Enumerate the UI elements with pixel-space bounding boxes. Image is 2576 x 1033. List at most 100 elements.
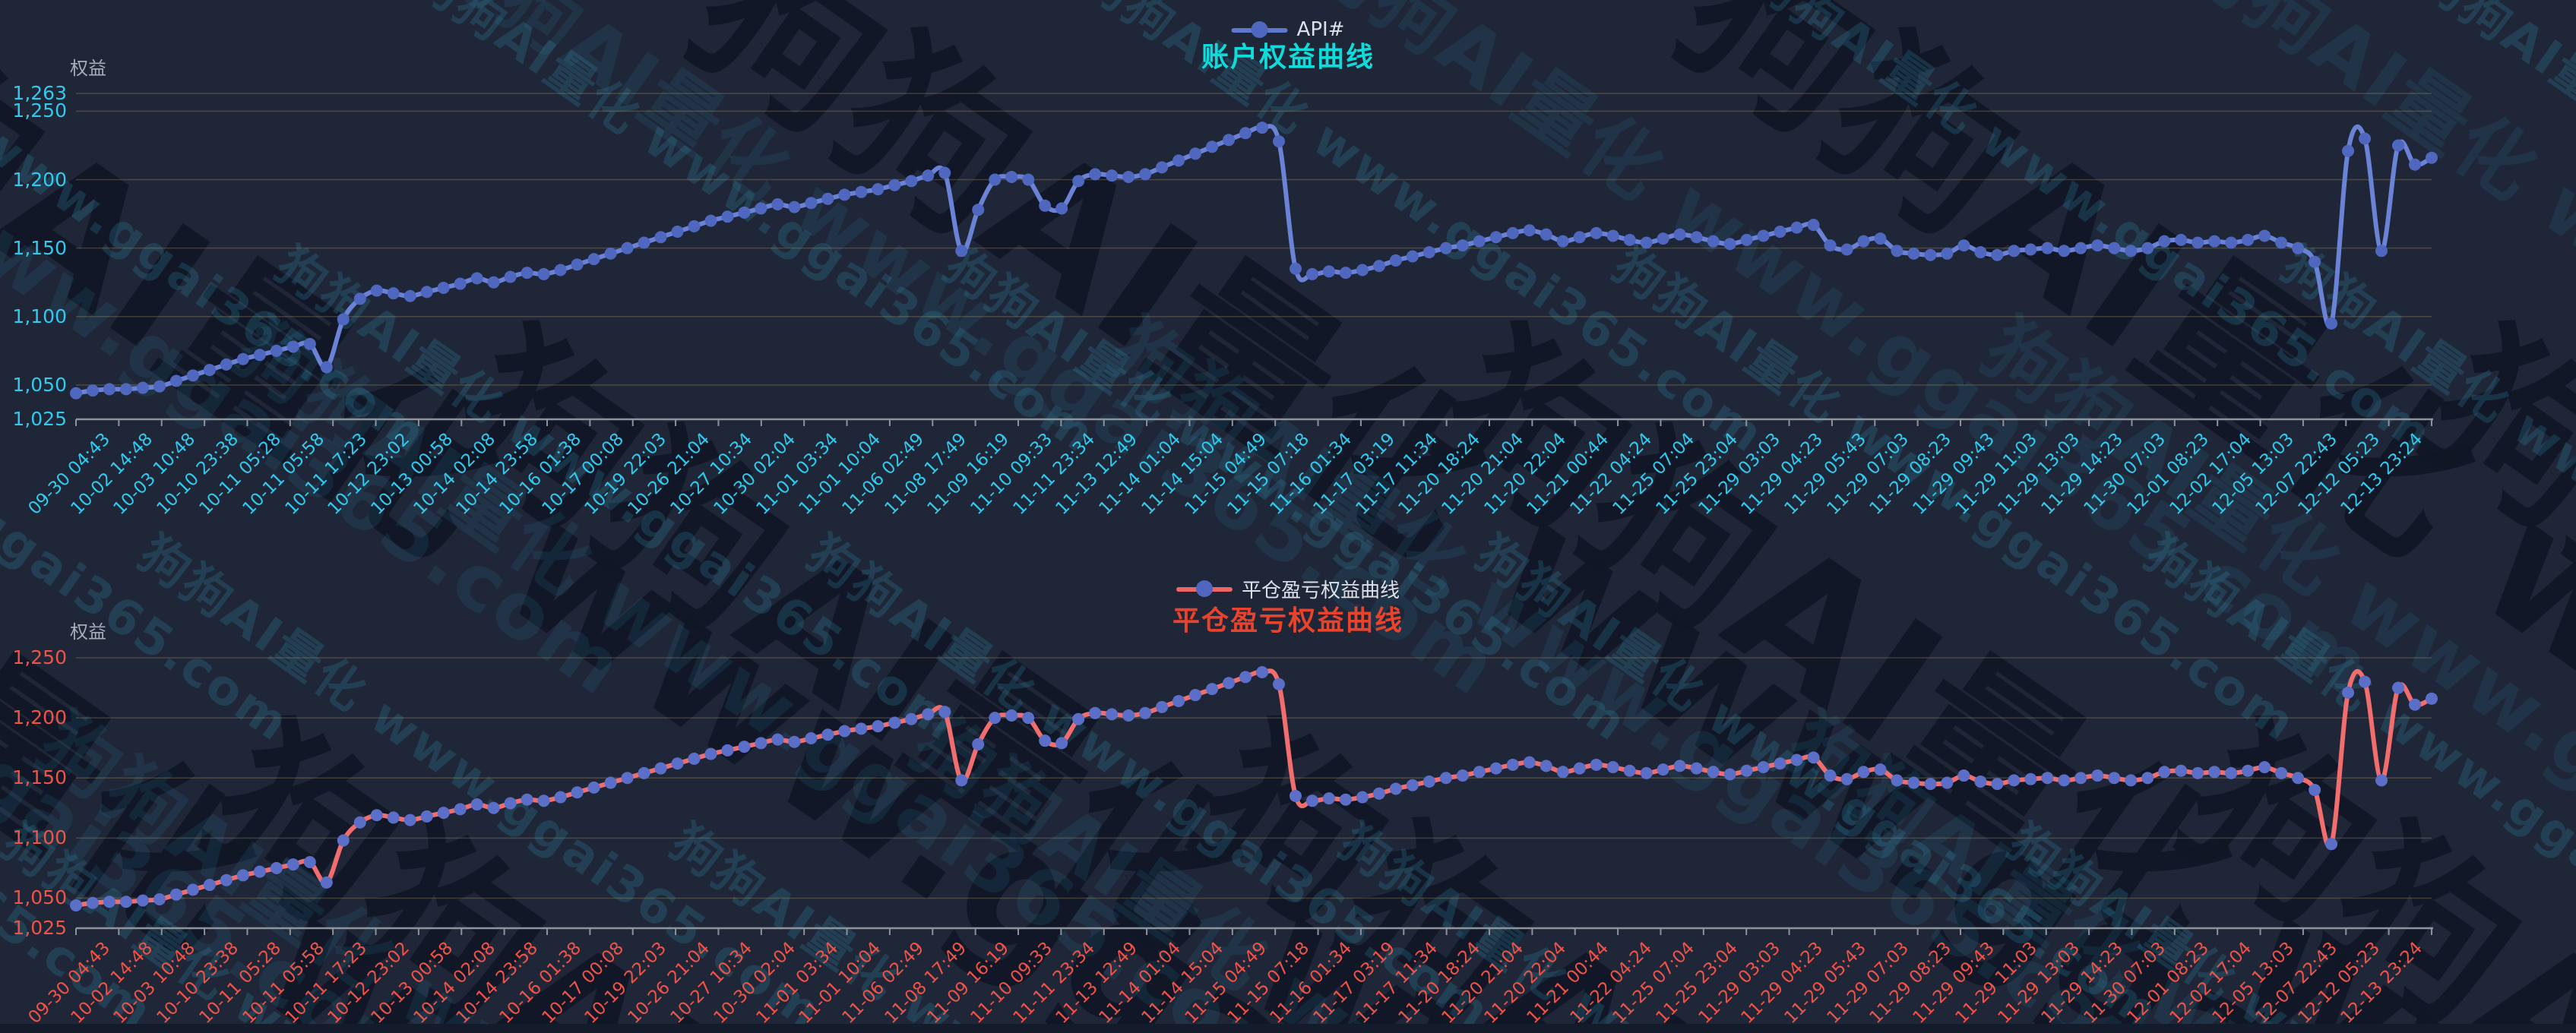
data-point-dot xyxy=(470,798,483,811)
data-point-dot xyxy=(1255,122,1268,134)
data-point-dot xyxy=(420,810,433,823)
data-point-dot xyxy=(1305,267,1318,280)
data-point-dot xyxy=(1957,769,1970,782)
data-point-dot xyxy=(2426,151,2438,164)
data-point-dot xyxy=(286,340,299,353)
data-point-dot xyxy=(2242,764,2255,777)
data-point-dot xyxy=(1690,762,1703,775)
data-point-dot xyxy=(2392,681,2405,694)
data-point-dot xyxy=(704,747,717,760)
data-point-dot xyxy=(989,173,1002,186)
data-point-dot xyxy=(1540,760,1552,772)
data-point-dot xyxy=(1122,170,1135,183)
data-point-dot xyxy=(1339,267,1352,280)
data-point-dot xyxy=(1974,246,1987,259)
data-point-dot xyxy=(521,267,533,280)
data-point-dot xyxy=(236,352,249,365)
data-point-dot xyxy=(2158,766,2171,779)
closed-pnl-line-chart[interactable] xyxy=(0,516,2576,1033)
data-point-dot xyxy=(403,813,416,826)
data-point-dot xyxy=(638,236,650,249)
data-point-dot xyxy=(1272,678,1285,690)
data-point-dot xyxy=(905,175,918,188)
data-point-dot xyxy=(1156,161,1169,174)
data-point-dot xyxy=(621,242,634,254)
data-point-dot xyxy=(1523,224,1536,237)
data-point-dot xyxy=(303,337,316,350)
data-point-dot xyxy=(1774,226,1786,239)
data-point-dot xyxy=(1456,769,1469,782)
data-point-dot xyxy=(169,888,182,901)
data-point-dot xyxy=(86,384,99,397)
data-point-dot xyxy=(2191,236,2204,249)
data-point-dot xyxy=(119,383,132,396)
data-point-dot xyxy=(1740,764,1753,777)
data-point-dot xyxy=(86,896,99,909)
data-point-dot xyxy=(771,733,784,746)
data-point-dot xyxy=(521,793,533,806)
data-point-dot xyxy=(2225,766,2238,779)
data-point-dot xyxy=(1623,764,1636,777)
data-point-dot xyxy=(1707,235,1720,248)
data-point-dot xyxy=(2359,132,2372,145)
data-point-dot xyxy=(989,712,1002,725)
data-point-dot xyxy=(2175,233,2188,246)
data-point-dot xyxy=(654,762,667,775)
data-point-dot xyxy=(2024,772,2037,785)
data-point-dot xyxy=(1573,231,1586,244)
data-point-dot xyxy=(370,284,383,297)
data-point-dot xyxy=(2275,766,2288,779)
data-point-dot xyxy=(537,267,550,280)
data-point-dot xyxy=(604,776,617,789)
data-point-dot xyxy=(186,369,199,382)
data-point-dot xyxy=(1907,247,1920,260)
data-point-dot xyxy=(220,358,233,371)
data-point-dot xyxy=(1573,762,1586,775)
data-point-dot xyxy=(1924,248,1937,261)
data-point-dot xyxy=(671,757,684,770)
data-point-dot xyxy=(1640,766,1653,779)
data-point-dot xyxy=(1623,233,1636,246)
data-point-dot xyxy=(1055,737,1068,750)
data-point-dot xyxy=(1239,127,1252,140)
account-equity-line-chart[interactable] xyxy=(0,0,2576,516)
data-point-dot xyxy=(454,277,467,290)
data-point-dot xyxy=(1372,787,1385,800)
data-point-dot xyxy=(1657,232,1669,245)
data-point-dot xyxy=(1406,250,1419,263)
data-point-dot xyxy=(1189,689,1202,702)
data-point-dot xyxy=(2342,144,2355,157)
data-point-dot xyxy=(1206,683,1219,696)
data-point-dot xyxy=(1223,677,1236,690)
data-point-dot xyxy=(688,752,701,765)
data-point-dot xyxy=(303,855,316,868)
data-point-dot xyxy=(2074,772,2087,785)
data-point-dot xyxy=(1673,760,1686,772)
data-point-dot xyxy=(153,380,166,393)
legend-label: API# xyxy=(1296,18,1345,41)
data-point-dot xyxy=(454,803,467,816)
data-point-dot xyxy=(537,794,550,807)
data-point-dot xyxy=(2158,235,2171,248)
legend-api[interactable]: API# xyxy=(1231,18,1345,41)
data-point-dot xyxy=(1356,264,1369,276)
data-point-dot xyxy=(253,349,266,362)
data-point-dot xyxy=(1723,238,1736,251)
data-point-dot xyxy=(2125,245,2138,257)
data-point-dot xyxy=(1456,239,1469,252)
data-point-dot xyxy=(2008,245,2021,257)
data-point-dot xyxy=(387,811,400,824)
data-point-dot xyxy=(1356,791,1369,804)
data-point-dot xyxy=(821,192,834,205)
legend-closed-pnl[interactable]: 平仓盈亏权益曲线 xyxy=(1176,577,1400,602)
data-point-dot xyxy=(70,387,82,400)
data-point-dot xyxy=(922,708,935,721)
data-point-dot xyxy=(153,893,166,906)
data-point-dot xyxy=(1757,229,1770,242)
data-point-dot xyxy=(1707,766,1720,779)
data-point-dot xyxy=(1673,228,1686,241)
data-point-dot xyxy=(1439,772,1452,785)
data-point-dot xyxy=(1606,229,1619,242)
data-point-dot xyxy=(855,722,868,735)
data-point-dot xyxy=(1974,775,1987,788)
